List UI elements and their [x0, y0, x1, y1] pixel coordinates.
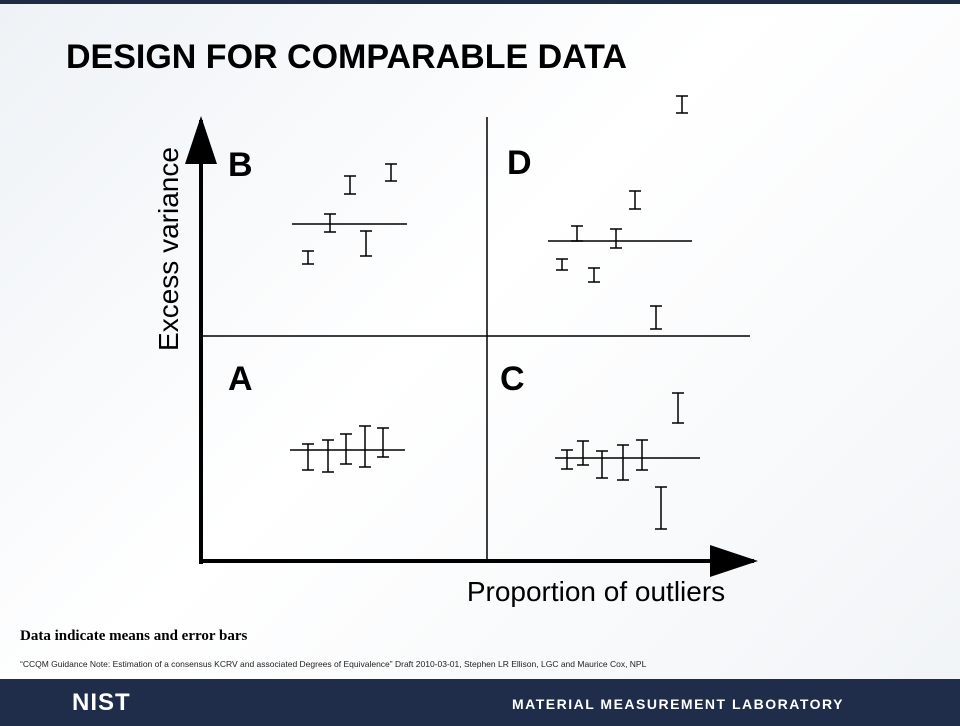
footer: NIST MATERIAL MEASUREMENT LABORATORY — [0, 679, 960, 726]
logo: NIST — [72, 689, 131, 716]
citation: “CCQM Guidance Note: Estimation of a con… — [20, 659, 647, 669]
y-axis-label: Excess variance — [153, 147, 184, 351]
quadrant-label: A — [228, 360, 253, 398]
slide-title: DESIGN FOR COMPARABLE DATA — [66, 38, 627, 76]
note: Data indicate means and error bars — [20, 628, 248, 644]
quadrant-label: D — [507, 144, 532, 182]
quadrant-label: B — [228, 146, 253, 184]
lab-name: MATERIAL MEASUREMENT LABORATORY — [512, 696, 844, 712]
x-axis-label: Proportion of outliers — [467, 576, 725, 607]
quadrant-label: C — [500, 360, 525, 398]
diagram: Excess variance Proportion of outliers B… — [153, 95, 758, 607]
